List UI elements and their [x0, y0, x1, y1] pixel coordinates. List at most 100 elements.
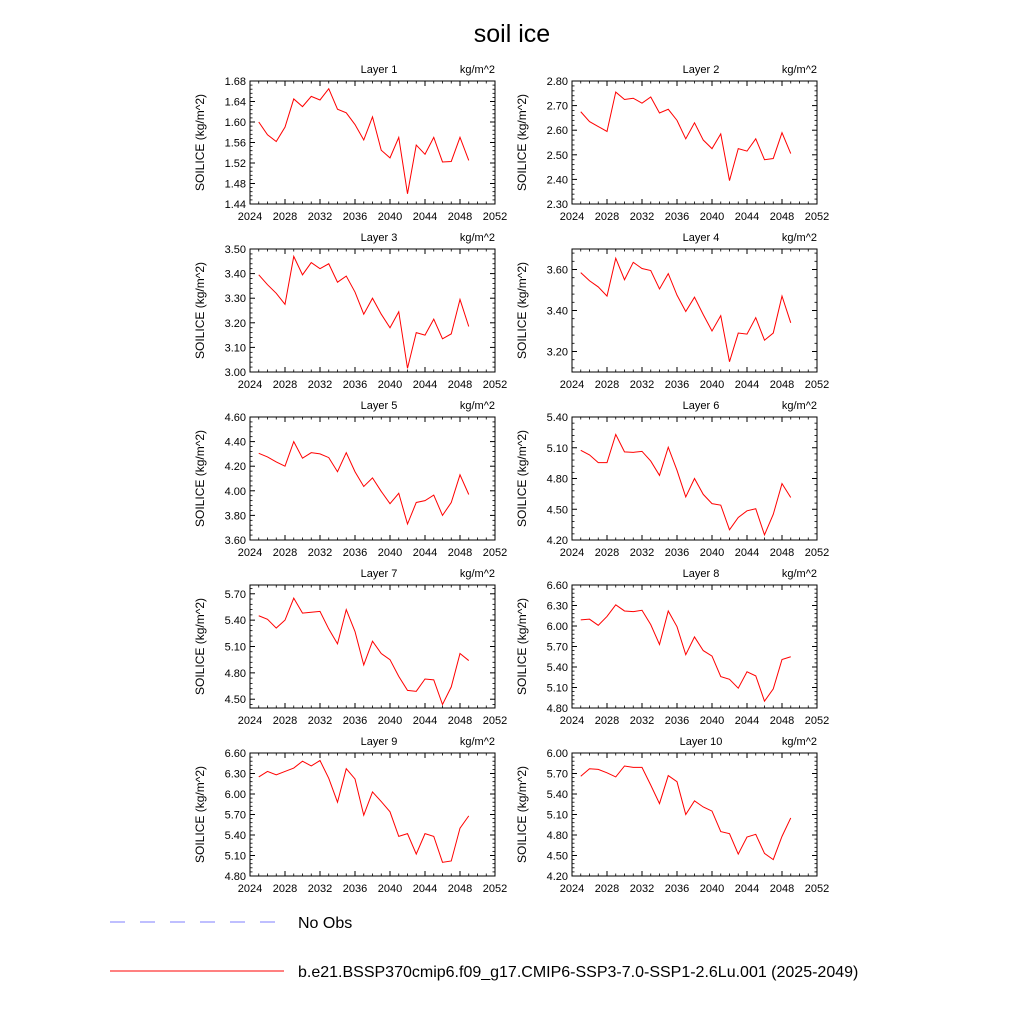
- x-tick-label: 2044: [413, 547, 437, 559]
- x-tick-label: 2040: [378, 211, 402, 223]
- x-tick-label: 2044: [413, 883, 437, 895]
- y-tick-label: 2.70: [547, 101, 568, 113]
- unit-label: kg/m^2: [460, 736, 495, 748]
- x-tick-label: 2036: [343, 211, 367, 223]
- x-tick-label: 2024: [560, 715, 584, 727]
- x-tick-label: 2032: [308, 883, 332, 895]
- x-tick-label: 2044: [413, 379, 437, 391]
- y-tick-label: 4.20: [225, 461, 246, 473]
- y-tick-label: 5.70: [225, 810, 246, 822]
- x-tick-label: 2032: [308, 547, 332, 559]
- x-tick-label: 2048: [448, 379, 472, 391]
- y-tick-label: 4.80: [547, 830, 568, 842]
- x-tick-label: 2032: [308, 379, 332, 391]
- plot-frame: [571, 584, 818, 709]
- y-tick-label: 5.10: [547, 810, 568, 822]
- y-tick-label: 6.30: [547, 601, 568, 613]
- plot-frame: [249, 248, 496, 373]
- y-tick-label: 3.40: [547, 306, 568, 318]
- x-tick-label: 2028: [595, 547, 619, 559]
- y-axis-label: SOILICE (kg/m^2): [193, 262, 207, 359]
- x-tick-label: 2040: [700, 379, 724, 391]
- x-tick-label: 2040: [378, 547, 402, 559]
- unit-label: kg/m^2: [782, 232, 817, 244]
- y-tick-label: 6.00: [547, 748, 568, 760]
- x-tick-label: 2052: [805, 379, 829, 391]
- x-tick-label: 2024: [560, 379, 584, 391]
- panel-title: Layer 6: [683, 400, 720, 412]
- x-tick-label: 2024: [238, 715, 262, 727]
- x-tick-label: 2052: [483, 547, 507, 559]
- y-tick-label: 1.68: [225, 76, 246, 88]
- x-tick-label: 2048: [448, 211, 472, 223]
- y-axis-label: SOILICE (kg/m^2): [193, 94, 207, 191]
- x-tick-label: 2032: [630, 715, 654, 727]
- panel-title: Layer 10: [680, 736, 723, 748]
- x-tick-label: 2048: [448, 883, 472, 895]
- y-tick-label: 5.70: [225, 589, 246, 601]
- series-line: [580, 604, 791, 703]
- y-tick-label: 5.10: [547, 683, 568, 695]
- x-tick-label: 2048: [770, 883, 794, 895]
- x-tick-label: 2052: [805, 715, 829, 727]
- x-tick-label: 2028: [273, 715, 297, 727]
- unit-label: kg/m^2: [782, 400, 817, 412]
- y-tick-label: 3.30: [225, 293, 246, 305]
- x-tick-label: 2032: [630, 211, 654, 223]
- y-tick-label: 3.20: [225, 318, 246, 330]
- y-tick-label: 5.40: [547, 412, 568, 424]
- panel-layer-9: Layer 9 kg/m^2 SOILICE (kg/m^2) 2024 2028 203…: [193, 736, 507, 895]
- x-tick-label: 2032: [630, 379, 654, 391]
- plot-frame: [571, 752, 818, 877]
- y-tick-label: 4.60: [225, 412, 246, 424]
- y-tick-label: 3.80: [225, 510, 246, 522]
- x-tick-label: 2024: [238, 547, 262, 559]
- y-axis-label: SOILICE (kg/m^2): [193, 598, 207, 695]
- unit-label: kg/m^2: [460, 568, 495, 580]
- figure-title: soil ice: [474, 20, 550, 48]
- x-tick-label: 2036: [665, 547, 689, 559]
- x-tick-label: 2024: [560, 211, 584, 223]
- x-tick-label: 2036: [343, 883, 367, 895]
- y-tick-label: 6.60: [547, 580, 568, 592]
- y-tick-label: 1.64: [225, 97, 246, 109]
- x-tick-label: 2028: [595, 211, 619, 223]
- plot-frame: [249, 584, 496, 709]
- x-tick-label: 2032: [630, 547, 654, 559]
- y-axis-label: SOILICE (kg/m^2): [193, 766, 207, 863]
- series-line: [258, 440, 470, 526]
- y-tick-label: 6.00: [225, 789, 246, 801]
- x-tick-label: 2044: [735, 883, 759, 895]
- panel-layer-5: Layer 5 kg/m^2 SOILICE (kg/m^2) 2024 2028 203…: [193, 400, 507, 559]
- unit-label: kg/m^2: [782, 64, 817, 76]
- legend-item-model: b.e21.BSSP370cmip6.f09_g17.CMIP6-SSP3-7.…: [110, 964, 858, 981]
- x-tick-label: 2024: [238, 379, 262, 391]
- x-tick-label: 2044: [735, 379, 759, 391]
- y-tick-label: 2.30: [547, 199, 568, 211]
- panel-title: Layer 8: [683, 568, 720, 580]
- panels: Layer 1 kg/m^2 SOILICE (kg/m^2) 2024 2028 203…: [193, 64, 829, 895]
- x-tick-label: 2052: [805, 211, 829, 223]
- x-tick-label: 2044: [413, 211, 437, 223]
- series-line: [258, 254, 470, 369]
- x-tick-label: 2048: [770, 379, 794, 391]
- y-axis-label: SOILICE (kg/m^2): [515, 766, 529, 863]
- y-tick-label: 4.20: [547, 871, 568, 883]
- y-tick-label: 4.20: [547, 535, 568, 547]
- y-tick-label: 4.80: [225, 871, 246, 883]
- unit-label: kg/m^2: [782, 568, 817, 580]
- y-tick-label: 5.10: [225, 642, 246, 654]
- y-axis-label: SOILICE (kg/m^2): [515, 262, 529, 359]
- x-tick-label: 2052: [483, 883, 507, 895]
- y-tick-label: 2.60: [547, 125, 568, 137]
- y-tick-label: 2.80: [547, 76, 568, 88]
- panel-layer-3: Layer 3 kg/m^2 SOILICE (kg/m^2) 2024 2028 203…: [193, 232, 507, 391]
- y-tick-label: 1.52: [225, 158, 246, 170]
- panel-layer-2: Layer 2 kg/m^2 SOILICE (kg/m^2) 2024 2028 203…: [515, 64, 829, 223]
- x-tick-label: 2028: [273, 379, 297, 391]
- x-tick-label: 2048: [770, 547, 794, 559]
- y-tick-label: 5.40: [225, 615, 246, 627]
- x-tick-label: 2028: [595, 883, 619, 895]
- y-tick-label: 2.50: [547, 150, 568, 162]
- y-tick-label: 3.00: [225, 367, 246, 379]
